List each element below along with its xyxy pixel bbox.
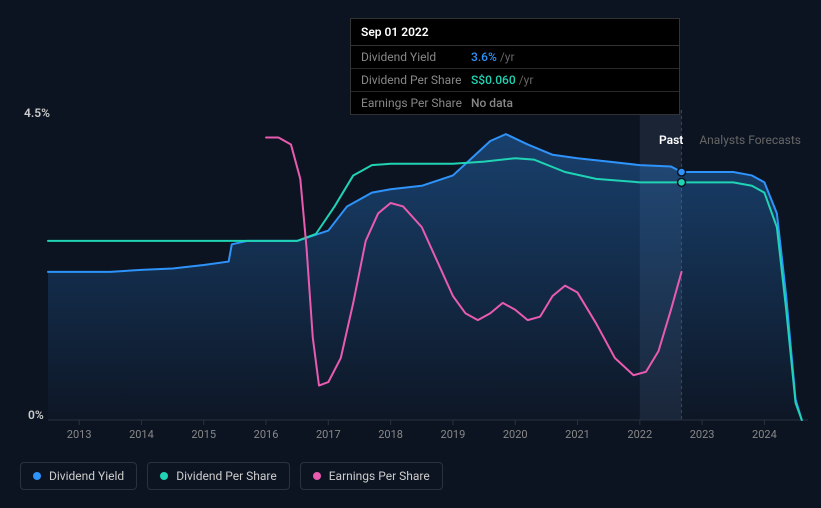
x-axis-label: 2020 [503,428,528,441]
legend-item[interactable]: Dividend Per Share [147,462,290,490]
tooltip-row-label: Earnings Per Share [361,96,471,110]
legend-dot-icon [160,472,168,480]
tooltip-date: Sep 01 2022 [351,19,679,46]
tooltip-row-label: Dividend Yield [361,50,471,64]
section-forecast-label: Analysts Forecasts [699,133,801,147]
tooltip-row-unit: /yr [519,73,534,87]
x-axis-label: 2017 [316,428,341,441]
x-axis-label: 2014 [129,428,154,441]
x-axis-label: 2023 [690,428,715,441]
section-labels: Past Analysts Forecasts [659,133,801,147]
x-axis-label: 2019 [441,428,466,441]
x-axis-label: 2021 [565,428,590,441]
legend-dot-icon [33,472,41,480]
x-axis-label: 2016 [254,428,279,441]
x-axis-label: 2022 [627,428,652,441]
legend-label: Dividend Per Share [176,469,277,483]
x-axis-labels: 2013 2014 2015 2016 2017 2018 2019 2020 2021 2022… [48,428,821,448]
tooltip-row-unit: /yr [500,50,515,64]
section-past-label: Past [659,133,683,147]
y-axis-min-label: 0% [28,408,44,422]
x-axis-label: 2013 [67,428,92,441]
legend: Dividend Yield Dividend Per Share Earnings… [20,462,443,490]
x-axis-label: 2024 [752,428,777,441]
tooltip-row-value: S$0.060 [471,73,516,87]
tooltip-row-value: 3.6% [471,50,497,64]
legend-item[interactable]: Dividend Yield [20,462,137,490]
x-axis-label: 2015 [191,428,216,441]
legend-dot-icon [313,472,321,480]
legend-label: Dividend Yield [49,469,124,483]
tooltip: Sep 01 2022 Dividend Yield3.6%/yrDividen… [350,18,680,115]
tooltip-row-value: No data [471,96,513,110]
tooltip-row: Dividend Per ShareS$0.060/yr [351,69,679,92]
legend-item[interactable]: Earnings Per Share [300,462,443,490]
tooltip-row-label: Dividend Per Share [361,73,471,87]
x-axis-label: 2018 [378,428,403,441]
tooltip-row: Earnings Per ShareNo data [351,92,679,114]
tooltip-row: Dividend Yield3.6%/yr [351,46,679,69]
y-axis-max-label: 4.5% [24,106,50,120]
legend-label: Earnings Per Share [329,469,430,483]
